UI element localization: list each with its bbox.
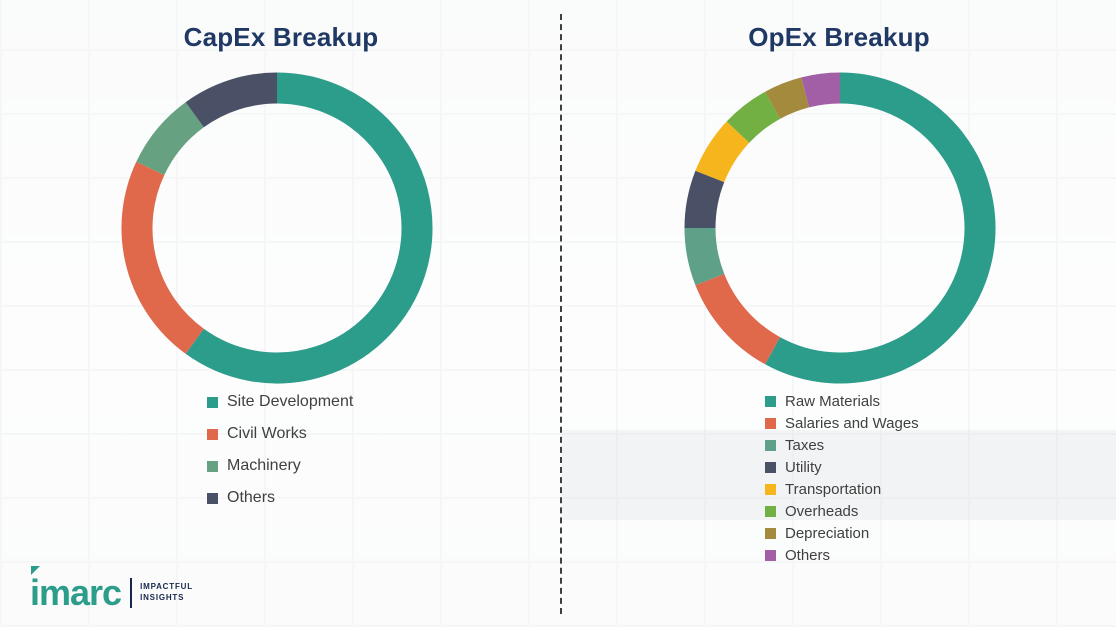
logo-divider (130, 578, 133, 608)
legend-swatch (765, 484, 776, 495)
legend-label: Raw Materials (785, 393, 881, 410)
donut-segment (121, 161, 205, 354)
donut-segment (185, 72, 433, 384)
legend-label: Utility (785, 459, 822, 476)
legend-label: Overheads (785, 503, 859, 520)
legend-swatch (207, 492, 218, 504)
legend-label: Transportation (785, 481, 882, 498)
donut-segment (684, 170, 725, 229)
capex-legend: Site Development Civil Works Machinery Othe… (207, 393, 353, 521)
legend-swatch (765, 550, 776, 561)
legend-item: Transportation (765, 481, 919, 498)
legend-label: Others (785, 547, 831, 564)
legend-item: Machinery (207, 457, 353, 475)
imarc-logo: imarc IMPACTFUL INSIGHTS (30, 566, 193, 613)
capex-chart-title: CapEx Breakup (183, 22, 379, 52)
logo-tagline-line2: INSIGHTS (140, 593, 185, 602)
legend-item: Raw Materials (765, 393, 919, 410)
opex-panel: OpEx Breakup Raw Materials Salaries and W… (562, 0, 1116, 627)
donut-segment (695, 121, 750, 183)
legend-item: Depreciation (765, 525, 919, 542)
capex-panel: CapEx Breakup Site Development Civil Work… (121, 22, 433, 521)
imarc-wordmark: imarc (30, 566, 122, 613)
legend-swatch (765, 462, 776, 473)
legend-swatch (765, 528, 776, 539)
donut-segment (695, 273, 781, 365)
legend-label: Taxes (785, 437, 825, 454)
logo-tagline-line1: IMPACTFUL (140, 582, 193, 592)
legend-item: Site Development (207, 393, 353, 411)
capex-donut-chart (121, 72, 433, 384)
legend-item: Others (765, 547, 919, 564)
vertical-dashed-separator (560, 14, 562, 614)
imarc-brand-text: imarc (30, 572, 122, 613)
legend-label: Others (227, 489, 276, 506)
legend-label: Depreciation (785, 525, 870, 542)
logo-tagline: IMPACTFUL INSIGHTS (140, 582, 193, 604)
legend-item: Overheads (765, 503, 919, 520)
donut-segment (726, 91, 781, 144)
opex-legend: Raw Materials Salaries and Wages Taxes Util… (765, 393, 919, 569)
legend-item: Taxes (765, 437, 919, 454)
legend-label: Civil Works (227, 425, 307, 442)
donut-segment (765, 72, 996, 384)
donut-segment (136, 102, 205, 176)
legend-swatch (207, 396, 218, 408)
legend-item: Civil Works (207, 425, 353, 443)
legend-swatch (765, 396, 776, 407)
logo-flag-icon (31, 566, 40, 575)
donut-segment (185, 72, 278, 128)
legend-swatch (765, 440, 776, 451)
legend-swatch (207, 428, 218, 440)
legend-swatch (765, 506, 776, 517)
legend-swatch (765, 418, 776, 429)
opex-chart-title: OpEx Breakup (748, 22, 930, 52)
legend-item: Utility (765, 459, 919, 476)
legend-swatch (207, 460, 218, 472)
donut-segment (684, 227, 725, 286)
legend-item: Others (207, 489, 353, 507)
legend-label: Machinery (227, 457, 301, 474)
legend-item: Salaries and Wages (765, 415, 919, 432)
opex-donut-chart (684, 72, 996, 384)
donut-segment (801, 72, 841, 108)
donut-segment (765, 77, 810, 120)
legend-label: Salaries and Wages (785, 415, 919, 432)
legend-label: Site Development (227, 393, 354, 410)
